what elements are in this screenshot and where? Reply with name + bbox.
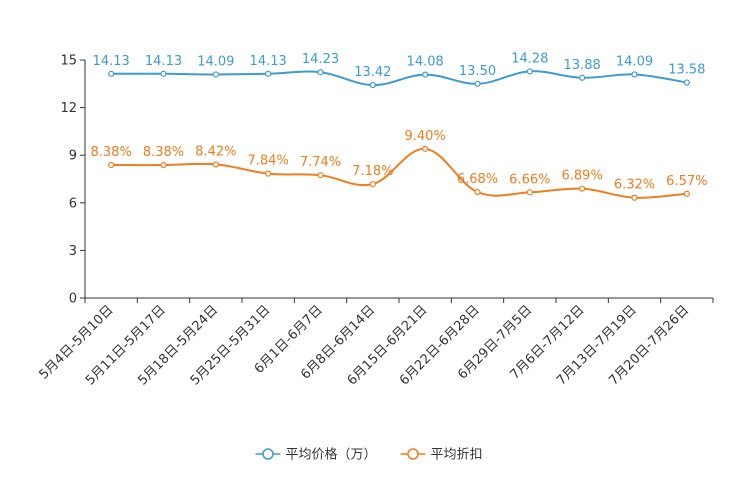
data-point[interactable] <box>212 71 219 78</box>
data-label: 7.74% <box>300 155 341 170</box>
data-point[interactable] <box>369 81 376 89</box>
data-point[interactable] <box>317 69 324 76</box>
data-label: 13.50 <box>459 64 496 79</box>
y-axis: 0 3 6 9 12 15 <box>60 54 86 307</box>
y-tick-label: 12 <box>60 101 77 116</box>
legend-item-2[interactable]: 平均折扣 <box>400 448 483 463</box>
data-label: 6.66% <box>509 172 550 187</box>
data-label: 14.13 <box>145 54 182 69</box>
data-label: 8.42% <box>195 144 236 159</box>
data-point[interactable] <box>265 70 272 77</box>
data-label: 14.28 <box>511 51 548 66</box>
y-tick-label: 3 <box>69 244 77 259</box>
data-label: 14.13 <box>250 54 287 69</box>
legend-label: 平均价格（万） <box>286 447 377 463</box>
data-point[interactable] <box>317 172 324 179</box>
data-label: 6.32% <box>614 178 655 193</box>
data-point[interactable] <box>631 194 638 201</box>
series-line <box>111 70 687 87</box>
data-point[interactable] <box>579 74 586 81</box>
data-point[interactable] <box>474 80 481 87</box>
data-point[interactable] <box>369 180 376 188</box>
legend-label: 平均折扣 <box>431 448 483 463</box>
data-label: 14.09 <box>616 54 653 69</box>
x-axis: 5月4日-5月10日5月11日-5月17日5月18日-5月24日5月25日-5月… <box>37 297 714 388</box>
data-point[interactable] <box>160 70 167 77</box>
data-label: 9.40% <box>405 129 446 144</box>
y-tick-label: 9 <box>69 149 77 164</box>
y-tick-label: 15 <box>60 54 77 69</box>
data-label: 7.18% <box>352 164 393 179</box>
legend-marker <box>262 448 274 460</box>
data-label: 6.68% <box>457 172 498 187</box>
data-label: 13.88 <box>564 58 601 73</box>
data-point[interactable] <box>526 68 533 75</box>
data-label: 14.09 <box>197 54 234 69</box>
legend-item-1[interactable]: 平均价格（万） <box>255 447 377 463</box>
series-layer: 14.13 14.13 14.09 14.13 14.23 13.42 14.08 13.50… <box>91 51 707 201</box>
data-point[interactable] <box>422 145 429 152</box>
data-label: 14.23 <box>302 52 339 67</box>
data-label: 8.38% <box>143 145 184 160</box>
data-label: 6.89% <box>562 169 603 184</box>
series-1: 14.13 14.13 14.09 14.13 14.23 13.42 14.08 13.50… <box>93 51 705 89</box>
data-label: 6.57% <box>666 174 707 189</box>
data-label: 13.42 <box>354 65 391 80</box>
y-tick-label: 0 <box>69 292 77 307</box>
data-point[interactable] <box>160 161 167 169</box>
series-2: 8.38% 8.38% 8.42% 7.84% 7.74% 7.18% 9.40% 6.68%… <box>91 129 707 201</box>
legend[interactable]: 平均价格（万） 平均折扣 <box>255 447 483 463</box>
data-label: 14.13 <box>93 54 130 69</box>
data-point[interactable] <box>265 170 272 177</box>
data-label: 7.84% <box>248 154 289 169</box>
data-point[interactable] <box>212 161 219 168</box>
data-point[interactable] <box>526 189 533 196</box>
data-label: 8.38% <box>91 145 132 160</box>
data-point[interactable] <box>683 79 690 86</box>
data-label: 13.58 <box>668 63 705 78</box>
data-point[interactable] <box>422 71 429 78</box>
data-point[interactable] <box>474 188 481 196</box>
data-point[interactable] <box>631 71 638 78</box>
data-point[interactable] <box>108 161 115 169</box>
legend-marker <box>407 448 419 460</box>
data-point[interactable] <box>579 185 586 192</box>
data-label: 14.08 <box>407 55 444 70</box>
y-tick-label: 6 <box>69 196 77 211</box>
data-point[interactable] <box>108 70 115 77</box>
data-point[interactable] <box>683 190 690 197</box>
